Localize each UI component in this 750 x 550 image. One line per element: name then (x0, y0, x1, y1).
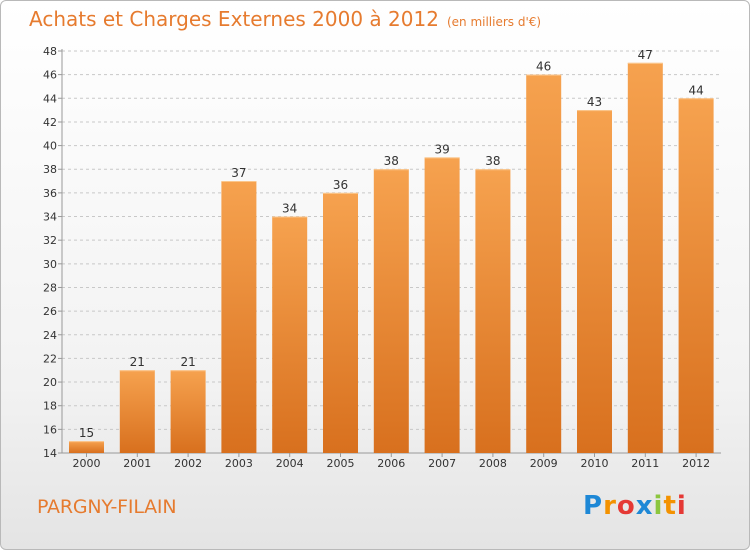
y-tick-label: 46 (43, 69, 57, 82)
bar (323, 192, 358, 453)
bar-value-label: 21 (130, 355, 145, 369)
logo-letter: o (616, 491, 636, 521)
bar-value-label: 38 (485, 154, 500, 168)
bar-value-label: 21 (180, 355, 195, 369)
bar-value-label: 15 (79, 426, 94, 440)
bar (526, 74, 562, 453)
bar (627, 62, 663, 454)
y-tick-label: 20 (43, 376, 57, 389)
logo-letter: x (635, 491, 654, 521)
y-tick-label: 42 (43, 116, 57, 129)
logo-letter: i (653, 491, 664, 521)
x-tick-label: 2000 (73, 457, 101, 470)
x-tick-label: 2006 (377, 457, 405, 470)
bar-value-label: 37 (231, 166, 246, 180)
proxiti-logo: Proxiti (583, 491, 687, 521)
y-tick-label: 18 (43, 400, 57, 413)
bar (69, 441, 104, 453)
bar-value-label: 46 (536, 60, 551, 74)
y-tick-label: 22 (43, 352, 57, 365)
city-name: PARGNY-FILAIN (37, 496, 177, 518)
x-tick-label: 2009 (530, 457, 558, 470)
bar (119, 370, 155, 453)
chart-unit: (en milliers d'€) (446, 15, 542, 29)
x-tick-label: 2001 (123, 457, 151, 470)
bar (424, 157, 460, 454)
chart-title-block: Achats et Charges Externes 2000 à 2012 (e… (29, 7, 541, 31)
bar-value-label: 39 (434, 142, 449, 156)
logo-letter: P (583, 491, 604, 521)
x-tick-label: 2011 (631, 457, 659, 470)
y-tick-label: 32 (43, 234, 57, 247)
x-tick-label: 2004 (276, 457, 304, 470)
x-tick-label: 2002 (174, 457, 202, 470)
bar-value-label: 38 (384, 154, 399, 168)
y-tick-label: 44 (43, 92, 57, 105)
y-tick-label: 26 (43, 305, 57, 318)
bar-value-label: 43 (587, 95, 602, 109)
bar-value-label: 36 (333, 178, 348, 192)
y-tick-label: 36 (43, 187, 57, 200)
bar-value-label: 47 (638, 48, 653, 62)
bar (272, 216, 308, 453)
x-tick-label: 2012 (682, 457, 710, 470)
bars (69, 62, 714, 454)
bar (678, 98, 714, 453)
bar (577, 110, 612, 453)
logo-letter: r (603, 491, 617, 521)
chart-title: Achats et Charges Externes 2000 à 2012 (29, 7, 439, 31)
bar (221, 181, 257, 453)
bar (373, 169, 409, 453)
bar (170, 370, 206, 453)
bar-value-label: 44 (688, 83, 703, 97)
y-tick-label: 16 (43, 423, 57, 436)
logo-letter: t (663, 491, 677, 521)
bar-value-label: 34 (282, 202, 297, 216)
y-tick-label: 14 (43, 447, 57, 460)
y-tick-label: 40 (43, 140, 57, 153)
x-tick-label: 2005 (327, 457, 355, 470)
x-tick-label: 2003 (225, 457, 253, 470)
y-tick-label: 24 (43, 329, 57, 342)
x-tick-label: 2008 (479, 457, 507, 470)
x-tick-label: 2007 (428, 457, 456, 470)
y-tick-label: 38 (43, 163, 57, 176)
x-tick-label: 2010 (581, 457, 609, 470)
y-tick-label: 28 (43, 281, 57, 294)
y-tick-label: 34 (43, 211, 57, 224)
y-tick-label: 48 (43, 45, 57, 58)
logo-letter: i (676, 491, 687, 521)
y-tick-label: 30 (43, 258, 57, 271)
bar (475, 169, 511, 453)
labels: 14 16 18 20 22 24 26 28 30 32 34 36 38 40 42 44 46 48 15 20… (43, 45, 710, 470)
